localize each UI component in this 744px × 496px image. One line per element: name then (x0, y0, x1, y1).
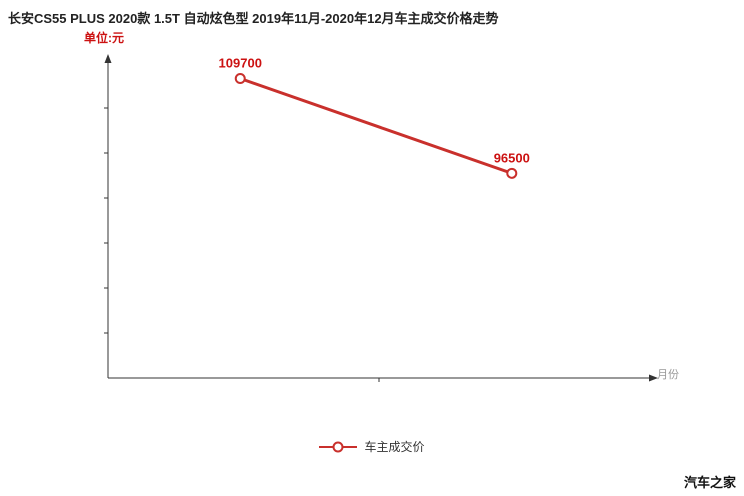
data-point (506, 167, 518, 179)
y-axis-unit-label: 单位:元 (84, 31, 124, 45)
y-axis-arrow (104, 54, 112, 63)
chart-title: 长安CS55 PLUS 2020款 1.5T 自动炫色型 2019年11月-20… (8, 11, 499, 26)
data-point (234, 73, 246, 85)
trend-line (238, 77, 514, 175)
legend-line-marker (319, 441, 358, 452)
x-axis-label: 月份 (657, 369, 679, 381)
data-point-label: 96500 (494, 150, 530, 165)
legend: 车主成交价 (0, 438, 744, 455)
legend-point-marker (332, 441, 344, 452)
watermark-logo: 汽车之家 (683, 475, 736, 490)
x-axis-arrow (649, 374, 658, 382)
data-point-label: 109700 (219, 56, 262, 71)
legend-label: 车主成交价 (364, 440, 425, 454)
